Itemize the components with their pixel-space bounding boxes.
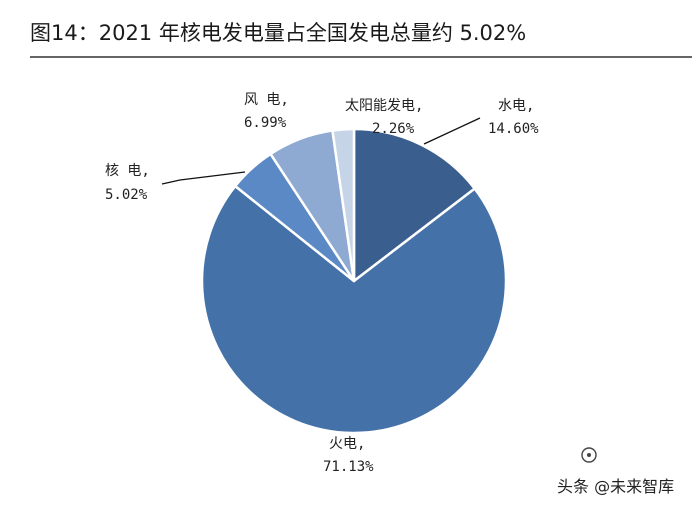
- slice-label-value: 5.02%: [105, 187, 148, 203]
- slice-label-value: 6.99%: [244, 115, 287, 131]
- chart-title: 图14：2021 年核电发电量占全国发电总量约 5.02%: [30, 21, 526, 45]
- pie-slice-0: [352, 127, 476, 283]
- watermark-icon-dot: [587, 453, 591, 457]
- watermark-text: 头条 @未来智库: [557, 477, 674, 496]
- slice-label-value: 71.13%: [323, 459, 374, 475]
- slice-label-name: 核 电,: [105, 163, 150, 179]
- slice-label-name: 火电,: [329, 436, 365, 452]
- slice-label-value: 2.26%: [372, 121, 415, 137]
- pie-slices: [200, 127, 508, 435]
- pie-slice-1: [200, 184, 508, 435]
- pie-slice-4: [331, 127, 356, 283]
- watermark: 头条 @未来智库: [557, 447, 674, 496]
- leader-line: [161, 171, 246, 185]
- leader-line: [423, 117, 481, 145]
- slice-label-name: 风 电,: [244, 92, 289, 108]
- slice-label-name: 太阳能发电,: [345, 98, 423, 114]
- slice-label-name: 水电,: [498, 98, 534, 114]
- watermark-icon: [581, 447, 597, 463]
- slice-label-value: 14.60%: [488, 121, 539, 137]
